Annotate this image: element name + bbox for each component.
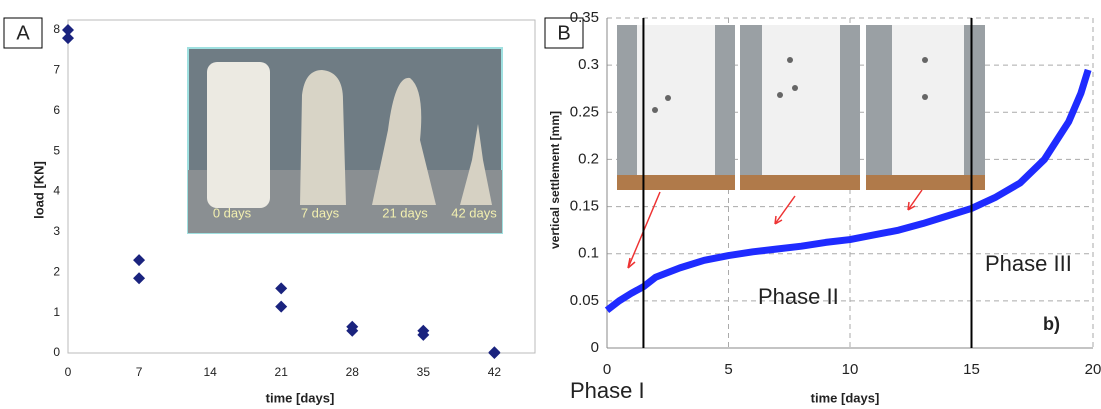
point — [133, 254, 146, 267]
y-tick-label: 2 — [53, 264, 60, 278]
y-tick-label: 8 — [53, 22, 60, 36]
y-tick-label: 0 — [53, 345, 60, 359]
annotation: Phase I — [570, 378, 645, 403]
y-tick-label: 0.2 — [578, 150, 599, 167]
x-tick-label: 42 — [488, 365, 502, 379]
point — [133, 272, 146, 285]
annotation: Phase II — [758, 284, 839, 309]
x-tick-label: 14 — [203, 365, 217, 379]
point — [488, 347, 501, 359]
x-axis-label: time [days] — [266, 390, 335, 405]
y-tick-label: 0.3 — [578, 56, 599, 73]
inset-photos — [617, 25, 985, 269]
inset-label: 0 days — [213, 205, 252, 220]
inset-label: 42 days — [451, 205, 497, 220]
x-tick-label: 0 — [65, 365, 72, 379]
y-tick-label: 0.15 — [570, 198, 599, 215]
panel-label: B — [557, 22, 570, 44]
data-line — [604, 68, 1092, 314]
x-tick-label: 5 — [724, 361, 732, 378]
point — [346, 324, 359, 337]
y-tick-label: 7 — [53, 63, 60, 77]
annotation: b) — [1043, 314, 1060, 334]
y-tick-label: 0 — [591, 339, 599, 356]
plot-frame — [67, 19, 536, 354]
y-tick-label: 0.05 — [570, 292, 599, 309]
x-tick-label: 28 — [346, 365, 360, 379]
x-tick-label: 15 — [963, 361, 980, 378]
panel-box — [544, 17, 584, 49]
y-tick-label: 1 — [53, 305, 60, 319]
panel-label: A — [16, 22, 30, 44]
x-tick-label: 10 — [842, 361, 859, 378]
x-axis-label: time [days] — [811, 390, 880, 405]
inset-label: 7 days — [301, 205, 340, 220]
x-tick-label: 35 — [417, 365, 431, 379]
y-tick-label: 0.25 — [570, 103, 599, 120]
y-tick-label: 5 — [53, 143, 60, 157]
point — [275, 282, 288, 295]
y-tick-label: 6 — [53, 103, 60, 117]
y-axis-label: load [KN] — [31, 161, 46, 219]
panel-box — [3, 17, 43, 49]
inset-photo — [187, 47, 503, 234]
point — [62, 24, 74, 36]
y-tick-label: 4 — [53, 184, 60, 198]
inset-label: 21 days — [382, 205, 428, 220]
y-tick-label: 0.35 — [570, 9, 599, 26]
y-axis-label: vertical settlement [mm] — [548, 111, 562, 249]
y-tick-label: 3 — [53, 224, 60, 238]
x-tick-label: 0 — [603, 361, 611, 378]
point — [275, 300, 288, 313]
annotation: Phase III — [985, 251, 1072, 276]
x-tick-label: 20 — [1085, 361, 1101, 378]
x-tick-label: 21 — [275, 365, 289, 379]
point — [417, 328, 430, 341]
point — [62, 32, 74, 45]
y-tick-label: 0.1 — [578, 245, 599, 262]
x-tick-label: 7 — [136, 365, 143, 379]
